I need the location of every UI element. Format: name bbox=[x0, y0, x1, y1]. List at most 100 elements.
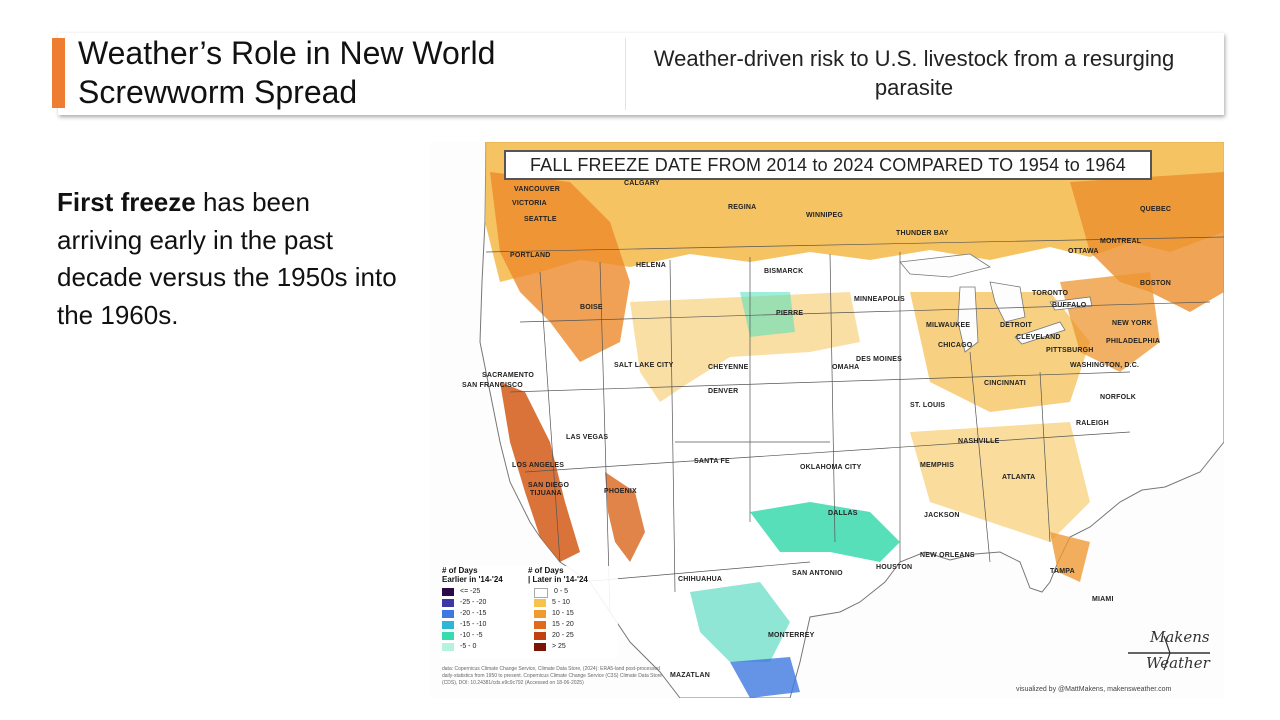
mexico-blue bbox=[730, 657, 800, 698]
title-line-2: Screwworm Spread bbox=[78, 74, 358, 110]
city-label-washington: WASHINGTON, D.C. bbox=[1070, 362, 1140, 369]
legend-earlier-item: -20 - -15 bbox=[442, 610, 486, 619]
legend-swatch bbox=[534, 588, 548, 598]
city-label-calgary: CALGARY bbox=[624, 180, 660, 187]
legend-swatch bbox=[534, 610, 546, 618]
city-label-bismarck: BISMARCK bbox=[764, 268, 804, 275]
city-label-detroit: DETROIT bbox=[1000, 322, 1033, 329]
city-label-monterrey: MONTERREY bbox=[768, 632, 815, 639]
city-label-norfolk: NORFOLK bbox=[1100, 394, 1137, 401]
lake-superior bbox=[899, 253, 991, 278]
city-label-chihuahua: CHIHUAHUA bbox=[678, 576, 723, 583]
legend-label: -20 - -15 bbox=[460, 610, 487, 617]
freeze-date-map: FALL FREEZE DATE FROM 2014 to 2024 COMPA… bbox=[430, 142, 1224, 698]
city-label-san-francisco: SAN FRANCISCO bbox=[462, 382, 523, 389]
texas-earlier-freeze bbox=[750, 502, 900, 562]
city-label-denver: DENVER bbox=[708, 388, 739, 395]
legend-later-item: > 25 bbox=[534, 643, 566, 652]
city-label-montreal: MONTREAL bbox=[1100, 238, 1142, 245]
logo-mark bbox=[1128, 635, 1210, 671]
legend-swatch bbox=[442, 621, 454, 629]
city-label-cincinnati: CINCINNATI bbox=[984, 380, 1026, 387]
city-label-regina: REGINA bbox=[728, 204, 757, 211]
legend-earlier-item: <= -25 bbox=[442, 588, 480, 597]
west-coast-red bbox=[500, 382, 580, 562]
legend-swatch bbox=[442, 643, 454, 651]
legend-label: 5 - 10 bbox=[552, 599, 570, 606]
florida-orange bbox=[1050, 532, 1090, 582]
mexico-teal bbox=[690, 582, 790, 662]
land-mass bbox=[479, 142, 1224, 698]
legend-later-item: 0 - 5 bbox=[534, 588, 569, 598]
city-label-dallas: DALLAS bbox=[828, 510, 858, 517]
city-label-new-orleans: NEW ORLEANS bbox=[920, 552, 975, 559]
city-label-milwaukee: MILWAUKEE bbox=[926, 322, 971, 329]
city-label-santa-fe: SANTA FE bbox=[694, 458, 730, 465]
legend-label: -25 - -20 bbox=[460, 599, 487, 606]
state-borders bbox=[485, 236, 1224, 613]
makens-weather-logo: Makens Weather bbox=[1124, 628, 1216, 678]
city-label-thunder-bay: THUNDER BAY bbox=[896, 230, 949, 237]
legend-label: 20 - 25 bbox=[552, 632, 574, 639]
canada-east-darker bbox=[1070, 172, 1224, 312]
legend-label: 0 - 5 bbox=[554, 588, 569, 595]
city-label-oklahoma-city: OKLAHOMA CITY bbox=[800, 464, 862, 471]
legend-later-item: 5 - 10 bbox=[534, 599, 570, 608]
city-label-minneapolis: MINNEAPOLIS bbox=[854, 296, 905, 303]
city-label-miami: MIAMI bbox=[1092, 596, 1114, 603]
west-darker-region bbox=[490, 172, 630, 362]
logo-text-line-1: Makens bbox=[1150, 628, 1210, 646]
city-label-atlanta: ATLANTA bbox=[1002, 474, 1036, 481]
slide-title: Weather’s Role in New World Screwworm Sp… bbox=[78, 34, 618, 112]
legend-label: -5 - 0 bbox=[460, 643, 477, 650]
visualization-credit: visualized by @MattMakens, makensweather… bbox=[1016, 686, 1172, 693]
city-label-memphis: MEMPHIS bbox=[920, 462, 955, 469]
legend-label: -15 - -10 bbox=[460, 621, 487, 628]
city-label-pittsburgh: PITTSBURGH bbox=[1046, 347, 1094, 354]
legend-label: -10 - -5 bbox=[460, 632, 483, 639]
city-label-omaha: OMAHA bbox=[832, 364, 860, 371]
legend-later-header: # of Days | Later in '14-'24 bbox=[528, 566, 588, 584]
northeast-orange bbox=[1060, 272, 1160, 372]
legend-label: 15 - 20 bbox=[552, 621, 574, 628]
legend-swatch bbox=[442, 610, 454, 618]
city-label-mazatlan: MAZATLAN bbox=[670, 672, 710, 679]
city-label-helena: HELENA bbox=[636, 262, 666, 269]
city-label-buffalo: BUFFALO bbox=[1052, 302, 1087, 309]
city-label-san-diego: SAN DIEGO bbox=[528, 482, 570, 489]
body-rest: has been arriving early in the past deca… bbox=[57, 187, 397, 330]
legend-swatch bbox=[534, 643, 546, 651]
city-label-des-moines: DES MOINES bbox=[856, 356, 902, 363]
title-line-1: Weather’s Role in New World bbox=[78, 35, 496, 71]
city-label-nashville: NASHVILLE bbox=[958, 438, 1000, 445]
city-label-victoria: VICTORIA bbox=[512, 200, 547, 207]
city-label-raleigh: RALEIGH bbox=[1076, 420, 1109, 427]
legend-earlier-item: -25 - -20 bbox=[442, 599, 486, 608]
legend-later-item: 20 - 25 bbox=[534, 632, 574, 641]
city-label-boise: BOISE bbox=[580, 304, 603, 311]
southwest-red bbox=[605, 472, 645, 562]
legend-swatch bbox=[534, 621, 546, 629]
city-label-cleveland: CLEVELAND bbox=[1016, 334, 1061, 341]
city-label-salt-lake-city: SALT LAKE CITY bbox=[614, 362, 674, 369]
city-label-st-louis: ST. LOUIS bbox=[910, 402, 946, 409]
title-accent-bar bbox=[52, 38, 65, 108]
city-label-las-vegas: LAS VEGAS bbox=[566, 434, 609, 441]
legend-label: 10 - 15 bbox=[552, 610, 574, 617]
city-label-ottawa: OTTAWA bbox=[1068, 248, 1099, 255]
legend-swatch bbox=[534, 632, 546, 640]
legend-earlier-item: -10 - -5 bbox=[442, 632, 483, 641]
city-label-boston: BOSTON bbox=[1140, 280, 1172, 287]
plains-yellow bbox=[630, 292, 860, 402]
city-label-toronto: TORONTO bbox=[1032, 290, 1069, 297]
lake-erie bbox=[1014, 321, 1066, 345]
slide-subtitle: Weather-driven risk to U.S. livestock fr… bbox=[653, 46, 1175, 100]
city-label-new-york: NEW YORK bbox=[1112, 320, 1152, 327]
legend-earlier-item: -15 - -10 bbox=[442, 621, 486, 630]
legend-earlier-item: -5 - 0 bbox=[442, 643, 476, 652]
legend-swatch bbox=[442, 632, 454, 640]
city-label-portland: PORTLAND bbox=[510, 252, 551, 259]
city-label-san-antonio: SAN ANTONIO bbox=[792, 570, 843, 577]
legend-later-item: 10 - 15 bbox=[534, 610, 574, 619]
city-label-seattle: SEATTLE bbox=[524, 216, 557, 223]
